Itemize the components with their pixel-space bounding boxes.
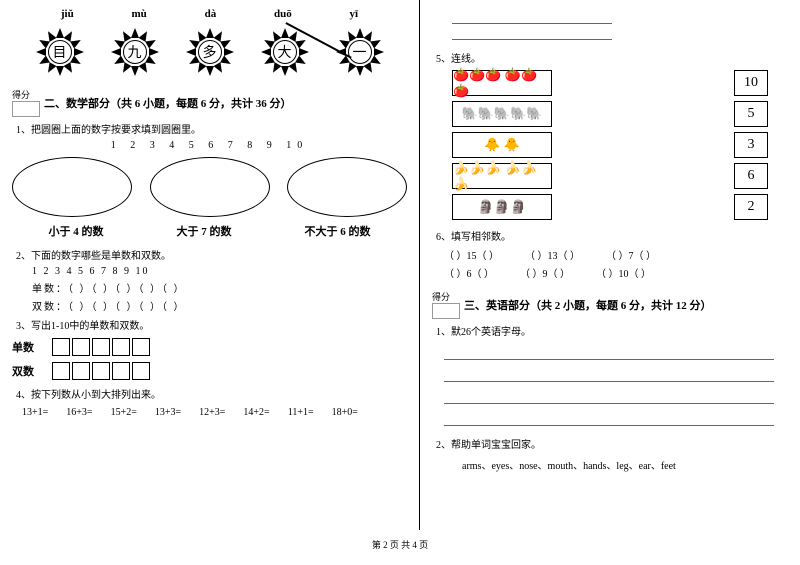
oval	[287, 157, 407, 217]
blank-line	[452, 28, 612, 40]
neighbor: （ ）7（ ）	[606, 247, 656, 262]
even-label: 双数	[12, 363, 52, 379]
q3: 3、写出1-10中的单数和双数。	[16, 317, 407, 332]
oval	[12, 157, 132, 217]
sun-char: 目	[36, 28, 84, 76]
eq: 15+2=	[111, 407, 137, 418]
sun-char: 九	[111, 28, 159, 76]
odd-label: 单数	[12, 339, 52, 355]
box	[132, 338, 150, 356]
number-list: 1 2 3 4 5 6 7 8 9 10	[12, 140, 407, 151]
box	[72, 338, 90, 356]
neighbor: （ ）13（ ）	[525, 247, 580, 262]
blank-line	[444, 370, 774, 382]
num-box: 6	[734, 163, 768, 189]
num-box: 3	[734, 132, 768, 158]
eng-lines	[444, 348, 788, 426]
object-box: 🍅🍅🍅 🍅🍅🍅	[452, 70, 552, 96]
q4: 4、按下列数从小到大排列出来。	[16, 386, 407, 401]
q2-nums: 1 2 3 4 5 6 7 8 9 10	[32, 266, 407, 277]
object-box: 🐥 🐥	[452, 132, 552, 158]
pinyin-row: jiǔ mù dà duō yī	[12, 8, 407, 28]
section-2-header: 得分 二、数学部分（共 6 小题，每题 6 分，共计 36 分）	[12, 88, 407, 117]
eq: 18+0=	[332, 407, 358, 418]
q2-odd: 单数：（ ）（ ）（ ）（ ）（ ）	[32, 280, 407, 295]
ovals	[12, 157, 407, 217]
page-footer: 第 2 页 共 4 页	[0, 530, 800, 551]
match-area: 🍅🍅🍅 🍅🍅🍅 10 🐘🐘🐘🐘🐘 5 🐥 🐥 3 🍌🍌🍌 🍌🍌🍌 6 🗿🗿🗿 2	[432, 70, 788, 220]
box	[52, 338, 70, 356]
oval	[150, 157, 270, 217]
eq: 16+3=	[66, 407, 92, 418]
blank-line	[444, 392, 774, 404]
score-label: 得分	[12, 90, 30, 100]
pinyin: jiǔ	[61, 8, 74, 20]
eng-q2: 2、帮助单词宝宝回家。	[436, 436, 788, 451]
eq: 11+1=	[288, 407, 314, 418]
eng-q1: 1、默26个英语字母。	[436, 323, 788, 338]
box	[132, 362, 150, 380]
q1: 1、把圆圈上面的数字按要求填到圆圈里。	[16, 121, 407, 136]
object-box: 🗿🗿🗿	[452, 194, 552, 220]
blank-line	[444, 348, 774, 360]
pinyin: yī	[350, 8, 359, 20]
object-box: 🍌🍌🍌 🍌🍌🍌	[452, 163, 552, 189]
neighbor: （ ）10（ ）	[596, 265, 651, 280]
oval-label: 不大于 6 的数	[305, 223, 371, 239]
box	[72, 362, 90, 380]
box	[92, 362, 110, 380]
eq: 13+3=	[155, 407, 181, 418]
section-title: 二、数学部分（共 6 小题，每题 6 分，共计 36 分）	[44, 95, 292, 111]
eq: 14+2=	[243, 407, 269, 418]
q5: 5、连线。	[436, 50, 788, 65]
sun-char: 大	[261, 28, 309, 76]
blank-line	[444, 414, 774, 426]
box	[112, 362, 130, 380]
num-box: 5	[734, 101, 768, 127]
num-box: 10	[734, 70, 768, 96]
q6: 6、填写相邻数。	[436, 228, 788, 243]
score-label: 得分	[432, 292, 450, 302]
pinyin: duō	[274, 8, 292, 20]
sun-char: 多	[186, 28, 234, 76]
neighbor: （ ）6（ ）	[444, 265, 494, 280]
eq: 12+3=	[199, 407, 225, 418]
neighbor-row: （ ）15（ ） （ ）13（ ） （ ）7（ ）	[444, 247, 788, 262]
oval-label: 大于 7 的数	[177, 223, 232, 239]
oval-labels: 小于 4 的数 大于 7 的数 不大于 6 的数	[12, 223, 407, 239]
q2: 2、下面的数字哪些是单数和双数。	[16, 247, 407, 262]
score-box	[12, 101, 40, 117]
neighbor: （ ）9（ ）	[520, 265, 570, 280]
score-box	[432, 303, 460, 319]
box	[92, 338, 110, 356]
odd-boxes: 单数	[12, 338, 407, 356]
pinyin: mù	[132, 8, 147, 20]
pinyin: dà	[205, 8, 217, 20]
neighbor: （ ）15（ ）	[444, 247, 499, 262]
oval-label: 小于 4 的数	[49, 223, 104, 239]
eq: 13+1=	[22, 407, 48, 418]
even-boxes: 双数	[12, 362, 407, 380]
box	[52, 362, 70, 380]
object-box: 🐘🐘🐘🐘🐘	[452, 101, 552, 127]
q2-even: 双数：（ ）（ ）（ ）（ ）（ ）	[32, 298, 407, 313]
equations: 13+1= 16+3= 15+2= 13+3= 12+3= 14+2= 11+1…	[22, 407, 407, 418]
suns-row: 目 九 多 大 一	[12, 28, 407, 88]
neighbor-row: （ ）6（ ） （ ）9（ ） （ ）10（ ）	[444, 265, 788, 280]
box	[112, 338, 130, 356]
blank-line	[452, 12, 612, 24]
section-3-title: 三、英语部分（共 2 小题，每题 6 分，共计 12 分）	[464, 297, 712, 313]
word-list: arms、eyes、nose、mouth、hands、leg、ear、feet	[462, 457, 788, 472]
num-box: 2	[734, 194, 768, 220]
